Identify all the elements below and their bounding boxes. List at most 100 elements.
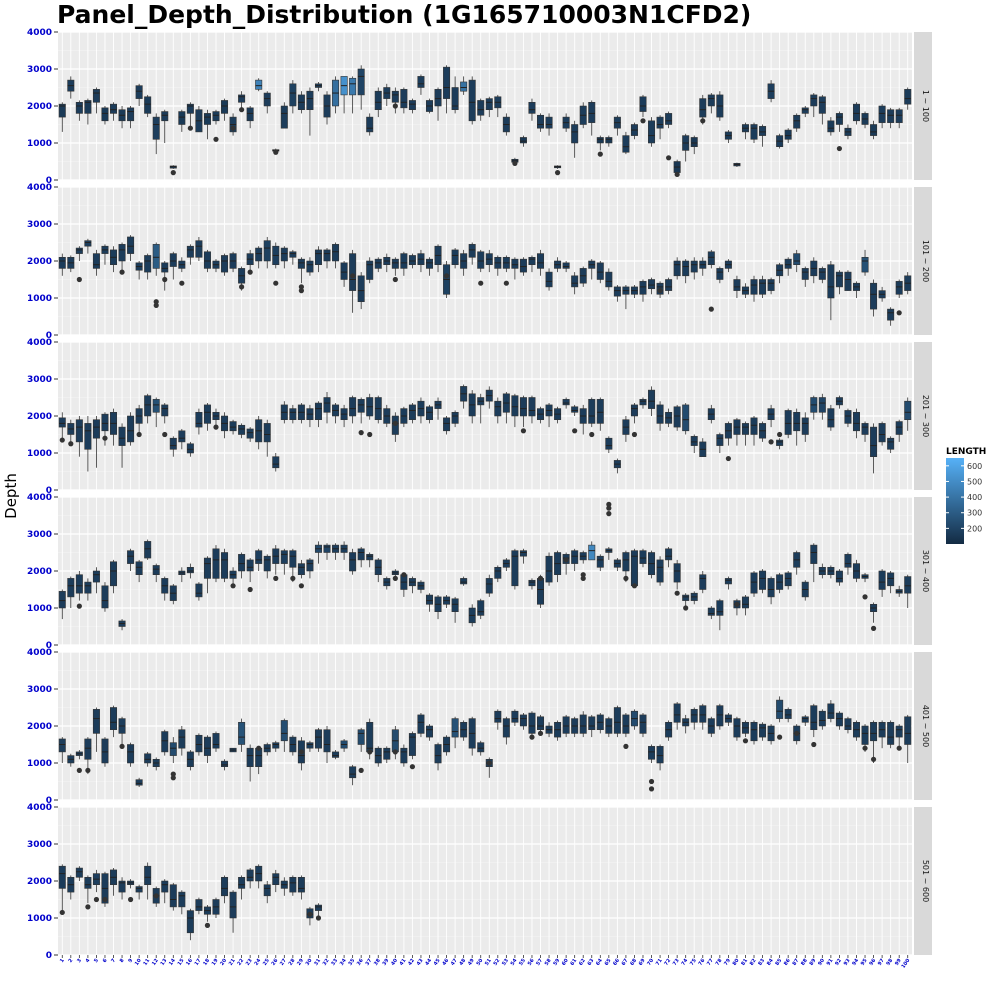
- y-tick-label: 2000: [27, 877, 52, 887]
- box: [144, 541, 152, 559]
- x-tick-label: 49: [467, 957, 476, 967]
- y-tick-label: 0: [46, 486, 52, 496]
- legend-tick-label: 300: [967, 509, 982, 518]
- x-tick-label: 86: [783, 957, 792, 967]
- box: [519, 137, 527, 144]
- outlier-point: [350, 273, 356, 279]
- box: [169, 253, 177, 267]
- x-tick-label: 69: [638, 957, 647, 967]
- box: [195, 411, 203, 428]
- box: [827, 408, 835, 428]
- box: [690, 137, 698, 147]
- facet-label: 101 ~ 200: [921, 240, 930, 282]
- box: [349, 253, 357, 291]
- box: [246, 559, 254, 572]
- box: [818, 268, 826, 280]
- x-tick-label: 57: [535, 957, 544, 967]
- box: [306, 742, 314, 749]
- outlier-point: [606, 501, 612, 507]
- outlier-point: [572, 428, 578, 434]
- outlier-point: [315, 915, 322, 921]
- x-tick-label: 8: [119, 957, 126, 964]
- x-tick-label: 52: [493, 957, 502, 967]
- box: [84, 876, 92, 889]
- facet-label: 201 ~ 300: [921, 395, 930, 437]
- x-tick-label: 61: [569, 957, 578, 967]
- box: [195, 240, 203, 258]
- facet-strip: [914, 807, 932, 955]
- box: [537, 716, 545, 730]
- box: [178, 430, 186, 443]
- box: [408, 255, 416, 265]
- outlier-point: [93, 896, 100, 903]
- x-tick-label: 55: [518, 957, 527, 967]
- x-tick-label: 45: [433, 957, 442, 967]
- box: [571, 124, 579, 144]
- box: [238, 721, 246, 745]
- box: [263, 423, 271, 443]
- outlier-point: [734, 601, 740, 607]
- x-tick-label: 16: [185, 957, 194, 967]
- box: [818, 96, 826, 114]
- box: [750, 417, 758, 435]
- box: [221, 760, 229, 768]
- box: [229, 421, 237, 432]
- x-tick-label: 58: [544, 957, 553, 967]
- box: [835, 570, 843, 583]
- box: [408, 404, 416, 420]
- outlier-point: [401, 572, 407, 578]
- outlier-point: [127, 896, 134, 903]
- y-tick-label: 4000: [27, 28, 52, 38]
- box: [263, 240, 271, 262]
- box: [895, 421, 903, 435]
- outlier-point: [239, 107, 245, 113]
- x-tick-label: 72: [663, 957, 672, 967]
- box: [314, 402, 322, 420]
- box: [648, 746, 656, 760]
- box: [665, 548, 673, 561]
- y-tick-label: 2000: [27, 412, 52, 422]
- box: [357, 399, 365, 413]
- box: [622, 135, 630, 153]
- box: [195, 583, 203, 598]
- box: [306, 559, 314, 572]
- box: [263, 884, 271, 897]
- box: [425, 406, 433, 420]
- box: [169, 437, 177, 450]
- x-tick-label: 98: [885, 957, 894, 967]
- box: [716, 600, 724, 616]
- outlier-point: [119, 743, 125, 749]
- box: [366, 721, 374, 753]
- legend-tick-label: 500: [967, 477, 982, 486]
- outlier-point: [896, 745, 902, 751]
- box: [101, 585, 109, 609]
- outlier-point: [298, 749, 304, 755]
- box: [588, 399, 596, 424]
- box: [810, 94, 818, 107]
- box: [844, 410, 852, 424]
- box: [887, 308, 895, 321]
- box: [178, 891, 186, 908]
- outlier-point: [298, 284, 304, 290]
- box: [861, 256, 869, 273]
- box: [349, 77, 357, 96]
- box: [161, 111, 169, 122]
- outlier-point: [640, 118, 646, 124]
- outlier-point: [85, 767, 91, 774]
- x-tick-label: 6: [102, 957, 109, 964]
- box: [144, 753, 152, 764]
- outlier-point: [213, 136, 219, 142]
- box: [588, 544, 596, 561]
- box: [127, 415, 135, 443]
- x-tick-label: 33: [330, 957, 339, 967]
- box: [844, 718, 852, 730]
- x-tick-label: 71: [655, 957, 664, 967]
- outlier-point: [580, 575, 586, 582]
- outlier-point: [76, 276, 82, 283]
- outlier-point: [768, 439, 774, 445]
- outlier-point: [187, 125, 193, 131]
- outlier-point: [503, 280, 509, 286]
- y-tick-label: 1000: [27, 294, 52, 304]
- box: [374, 90, 382, 110]
- box: [750, 279, 758, 295]
